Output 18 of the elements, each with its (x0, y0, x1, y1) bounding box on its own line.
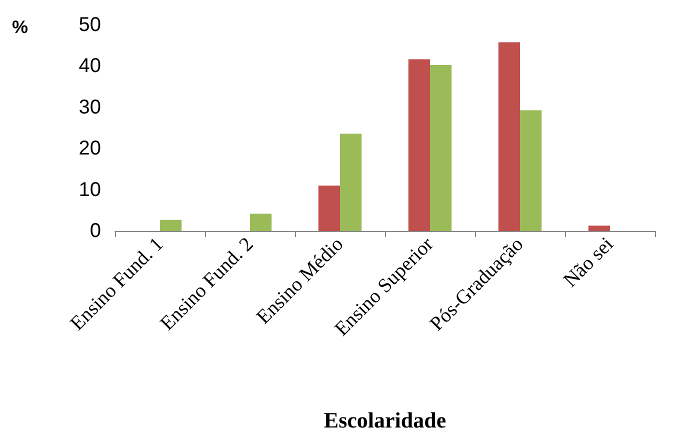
x-tick-label: Não sei (559, 232, 618, 292)
bar (498, 42, 520, 231)
y-tick-label: 30 (78, 96, 101, 118)
bar (340, 134, 362, 231)
y-tick-label: 40 (78, 55, 101, 78)
bar (520, 110, 542, 231)
bar (160, 220, 182, 231)
y-tick-label: 10 (78, 178, 101, 201)
bar (250, 214, 272, 231)
bar (588, 226, 610, 231)
x-axis-title: Escolaridade (324, 408, 446, 432)
y-tick-label: 50 (78, 14, 101, 36)
bar (430, 64, 452, 231)
y-tick-label: 0 (90, 220, 101, 242)
y-tick-label: 20 (78, 138, 101, 160)
y-axis-title: % (12, 17, 28, 37)
bar (408, 59, 430, 231)
bar (318, 186, 340, 231)
